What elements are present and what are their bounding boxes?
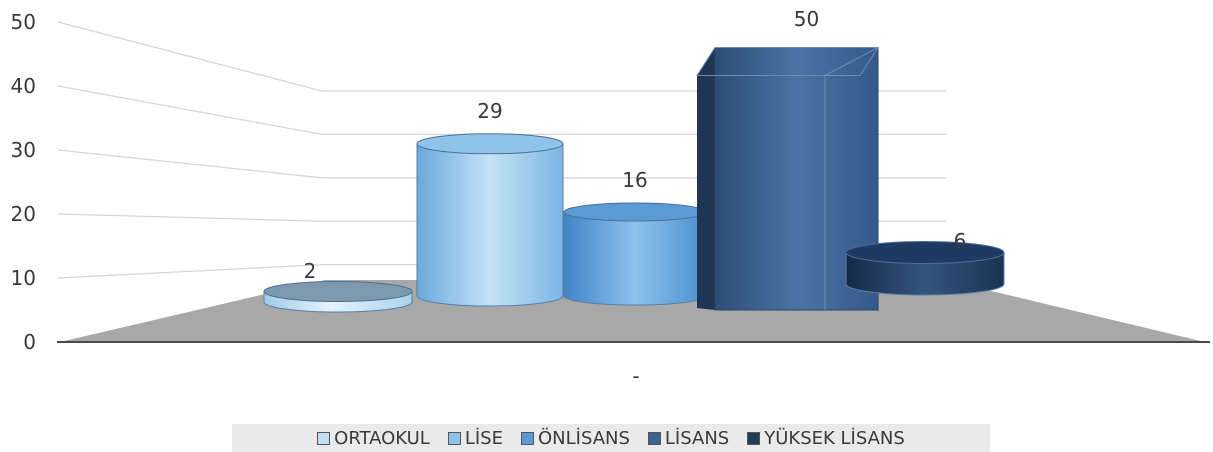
y-tick-label: 30 [11, 138, 36, 162]
legend-swatch [647, 431, 661, 445]
bar-side [697, 47, 715, 310]
legend-item: ORTAOKUL [317, 428, 430, 449]
legend-label: YÜKSEK LİSANS [764, 427, 905, 449]
bar-top [563, 202, 707, 222]
data-label: 2 [304, 259, 317, 283]
y-tick-label: 50 [11, 10, 36, 34]
bar-body [416, 143, 564, 307]
bar-3 [563, 202, 707, 306]
legend-item: ÖNLİSANS [520, 427, 630, 449]
bar-body [563, 211, 707, 306]
gridline-diagonal [57, 21, 323, 92]
legend-item: YÜKSEK LİSANS [747, 428, 905, 449]
bar-top [845, 241, 1005, 264]
legend-label: ÖNLİSANS [537, 427, 630, 449]
gridline-diagonal [57, 149, 323, 179]
legend-swatch [747, 431, 761, 445]
bar-5 [845, 241, 1005, 296]
y-tick-label: 0 [23, 330, 36, 354]
legend-label: ORTAOKUL [334, 427, 430, 449]
legend: ORTAOKUL LİSE ÖNLİSANS LİSANS YÜKSEK LİSANS [232, 424, 990, 452]
data-label: 16 [622, 168, 647, 192]
gridline-diagonal [57, 213, 323, 222]
legend-swatch [520, 431, 534, 445]
bar-2 [416, 133, 564, 307]
y-tick-label: 10 [11, 266, 36, 290]
legend-item: LİSE [447, 427, 503, 449]
legend-label: LİSE [464, 427, 503, 449]
gridline-diagonal [57, 85, 323, 136]
bar-body [845, 252, 1005, 296]
legend-swatch [317, 431, 331, 445]
gridline-diagonal [57, 263, 323, 279]
y-tick-label: 40 [11, 74, 36, 98]
data-label: 29 [477, 99, 502, 123]
chart: 0 10 20 30 40 50 2 29 16 50 6 - [11, 7, 1210, 388]
data-label: 6 [954, 229, 967, 253]
x-category-label: - [632, 364, 639, 388]
bar-1 [263, 281, 413, 313]
bar-top [263, 281, 413, 302]
legend-label: LİSANS [664, 427, 730, 449]
legend-item: LİSANS [647, 427, 730, 449]
bar-back-edge [824, 47, 879, 76]
data-label: 50 [794, 7, 819, 31]
legend-swatch [447, 431, 461, 445]
bar-top [416, 133, 564, 155]
y-tick-label: 20 [11, 202, 36, 226]
